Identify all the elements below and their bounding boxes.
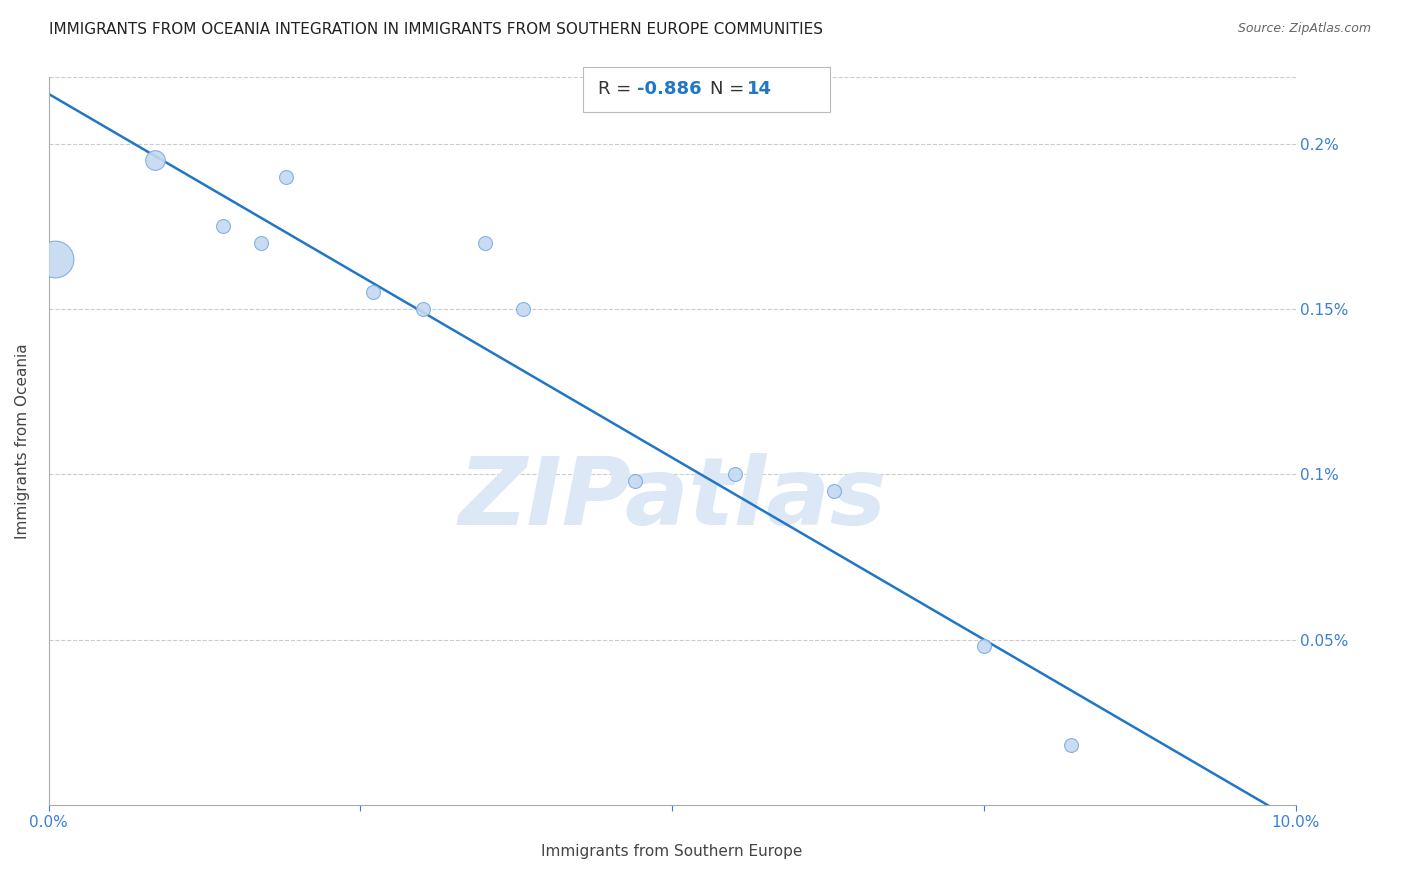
Text: ZIPatlas: ZIPatlas xyxy=(458,453,886,545)
Point xyxy=(361,285,384,300)
Point xyxy=(973,639,995,653)
Text: R =: R = xyxy=(598,80,637,98)
Y-axis label: Immigrants from Oceania: Immigrants from Oceania xyxy=(15,343,30,539)
Text: 14: 14 xyxy=(747,80,772,98)
Point xyxy=(512,301,534,316)
Point xyxy=(143,153,166,167)
Text: -0.886: -0.886 xyxy=(637,80,702,98)
Text: N =: N = xyxy=(710,80,749,98)
Point xyxy=(474,235,496,250)
Text: Source: ZipAtlas.com: Source: ZipAtlas.com xyxy=(1237,22,1371,36)
Text: IMMIGRANTS FROM OCEANIA INTEGRATION IN IMMIGRANTS FROM SOUTHERN EUROPE COMMUNITI: IMMIGRANTS FROM OCEANIA INTEGRATION IN I… xyxy=(49,22,823,37)
Point xyxy=(823,483,845,498)
Point xyxy=(623,474,645,488)
X-axis label: Immigrants from Southern Europe: Immigrants from Southern Europe xyxy=(541,844,803,859)
Point xyxy=(723,467,745,482)
Point xyxy=(212,219,235,234)
Point xyxy=(44,252,66,267)
Point xyxy=(412,301,434,316)
Point xyxy=(249,235,271,250)
Point xyxy=(1060,739,1083,753)
Point xyxy=(274,169,297,184)
